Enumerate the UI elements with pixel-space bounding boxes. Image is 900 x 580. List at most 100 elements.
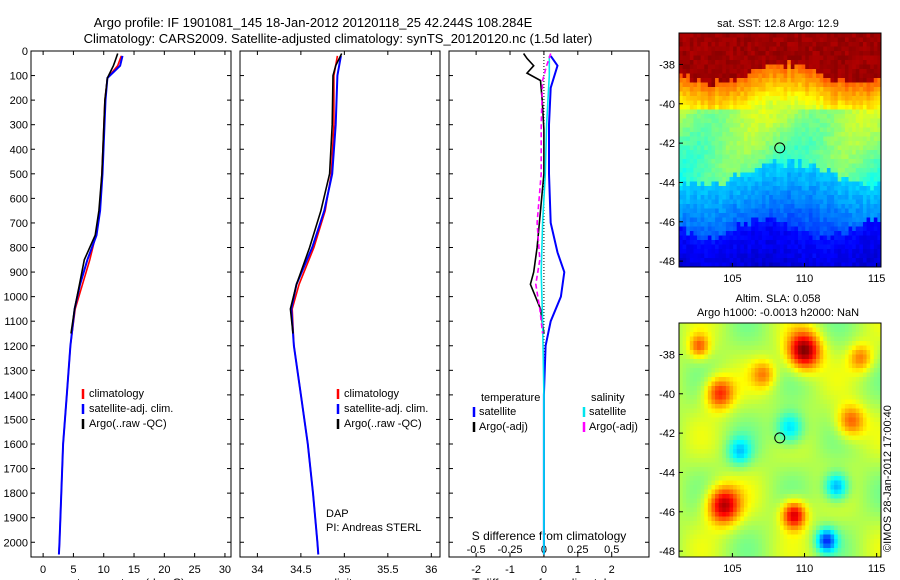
legend-label: satellite-adj. clim. <box>89 403 173 415</box>
difference-xlabel: T difference from climatology <box>472 576 626 580</box>
depth-tick-label: 800 <box>10 243 28 255</box>
sst-map-xtick-label: 115 <box>868 273 886 285</box>
sst-map-xtick-label: 110 <box>796 273 814 285</box>
depth-tick-label: 1600 <box>4 439 28 451</box>
depth-tick-label: 1700 <box>4 464 28 476</box>
depth-tick-label: 1800 <box>4 488 28 500</box>
depth-tick-label: 200 <box>10 95 28 107</box>
panel-temperature: 0 5 10 15 20 25 300100200300400500600700800900… <box>4 46 232 580</box>
temperature-xtick-label: 10 <box>98 564 110 576</box>
sla-map-title-line2: Argo h1000: -0.0013 h2000: NaN <box>697 307 859 319</box>
sst-map-ytick-label: -40 <box>659 99 675 111</box>
sla-map: 105 110 115 -38 -40 -42 -44 -46 -48 <box>659 322 886 575</box>
sst-map-field <box>679 33 882 268</box>
legend-label: satellite-adj. clim. <box>344 403 428 415</box>
depth-tick-label: 600 <box>10 193 28 205</box>
legend-label: Argo(..raw -QC) <box>89 418 167 430</box>
figure-title-line1: Argo profile: IF 1901081_145 18-Jan-2012… <box>94 15 533 30</box>
sla-map-ytick-label: -46 <box>659 507 675 519</box>
pi-annotation: PI: Andreas STERL <box>326 522 421 534</box>
sla-map-title-line1: Altim. SLA: 0.058 <box>736 293 821 305</box>
s-diff-tick-label: -0.5 <box>467 544 486 556</box>
s-diff-tick-label: 0.25 <box>567 544 588 556</box>
sst-map-xtick-label: 105 <box>723 273 741 285</box>
temperature-xtick-label: 0 <box>40 564 46 576</box>
depth-tick-label: 300 <box>10 120 28 132</box>
sla-map-xtick-label: 105 <box>723 563 741 575</box>
depth-tick-label: 500 <box>10 169 28 181</box>
legend-label: climatology <box>89 388 145 400</box>
s-diff-tick-label: -0.25 <box>497 544 522 556</box>
depth-tick-label: 1300 <box>4 365 28 377</box>
difference-series-line <box>540 55 551 555</box>
depth-tick-label: 1000 <box>4 292 28 304</box>
sla-map-frame <box>678 322 882 558</box>
depth-tick-label: 0 <box>22 46 28 58</box>
difference-xtick-label: 2 <box>609 564 615 576</box>
depth-tick-label: 700 <box>10 218 28 230</box>
depth-tick-label: 1100 <box>4 316 28 328</box>
panel-difference: -2 -1 0 1 2T difference from climatology -0.5… <box>448 50 650 580</box>
temperature-series-line <box>70 53 119 334</box>
legend-group-title: salinity <box>591 392 625 404</box>
sst-map-ytick-label: -48 <box>659 256 675 268</box>
difference-xtick-label: 0 <box>541 564 547 576</box>
sst-map-ytick-label: -38 <box>659 59 675 71</box>
salinity-xtick-label: 36 <box>425 564 437 576</box>
sla-map-argo-position-marker <box>774 432 786 444</box>
sst-map: 105 110 115 -38 -40 -42 -44 -46 -48 <box>659 32 886 285</box>
depth-tick-label: 900 <box>10 267 28 279</box>
s-diff-tick-label: 0.5 <box>604 544 619 556</box>
sst-map-argo-position-marker <box>774 142 786 154</box>
salinity-xtick-label: 35.5 <box>377 564 398 576</box>
depth-tick-label: 1200 <box>4 341 28 353</box>
temperature-xtick-label: 30 <box>219 564 231 576</box>
salinity-xtick-label: 34.5 <box>290 564 311 576</box>
sst-map-ytick-label: -44 <box>659 177 675 189</box>
legend-label: satellite <box>589 406 626 418</box>
temperature-xlabel: temperature (deg C) <box>77 576 185 580</box>
legend-label: climatology <box>344 388 400 400</box>
sst-map-ytick-label: -46 <box>659 217 675 229</box>
difference-series-line <box>522 53 545 334</box>
sla-map-ytick-label: -40 <box>659 389 675 401</box>
salinity-series-line <box>289 53 343 334</box>
panel-salinity: 34 34.5 35 35.5 36 salinity climatology satelli… <box>239 50 441 580</box>
sla-map-ytick-label: -44 <box>659 467 675 479</box>
sla-map-ytick-label: -42 <box>659 428 675 440</box>
sst-map-title: sat. SST: 12.8 Argo: 12.9 <box>717 18 839 30</box>
sla-map-xtick-label: 115 <box>868 563 886 575</box>
temperature-xtick-label: 20 <box>158 564 170 576</box>
legend-label: Argo(..raw -QC) <box>344 418 422 430</box>
difference-xtick-label: -1 <box>505 564 515 576</box>
temperature-axes-frame <box>30 50 232 558</box>
legend-label: Argo(-adj) <box>479 421 528 433</box>
legend-label: satellite <box>479 406 516 418</box>
sla-map-ytick-label: -38 <box>659 349 675 361</box>
sst-map-ytick-label: -42 <box>659 138 675 150</box>
depth-tick-label: 1500 <box>4 414 28 426</box>
salinity-xtick-label: 34 <box>251 564 263 576</box>
salinity-axes-frame <box>239 50 441 558</box>
figure-title-line2: Climatology: CARS2009. Satellite-adjuste… <box>84 31 593 46</box>
temperature-xtick-label: 5 <box>70 564 76 576</box>
difference-xtick-label: 1 <box>575 564 581 576</box>
difference-xtick-label: -2 <box>471 564 481 576</box>
s-diff-axis-label: S difference from climatology <box>472 529 627 543</box>
imos-copyright-label: ©IMOS 28-Jan-2012 17:00:40 <box>882 405 894 552</box>
temperature-xtick-label: 25 <box>189 564 201 576</box>
depth-tick-label: 1400 <box>4 390 28 402</box>
depth-tick-label: 400 <box>10 144 28 156</box>
sla-map-ytick-label: -48 <box>659 546 675 558</box>
sst-map-frame <box>678 32 882 268</box>
legend-group-title: temperature <box>481 392 540 404</box>
sla-map-field <box>679 323 882 558</box>
legend-label: Argo(-adj) <box>589 421 638 433</box>
depth-tick-label: 100 <box>10 71 28 83</box>
salinity-xtick-label: 35 <box>338 564 350 576</box>
pi-annotation: DAP <box>326 508 349 520</box>
depth-tick-label: 2000 <box>4 537 28 549</box>
depth-tick-label: 1900 <box>4 513 28 525</box>
sla-map-xtick-label: 110 <box>796 563 814 575</box>
